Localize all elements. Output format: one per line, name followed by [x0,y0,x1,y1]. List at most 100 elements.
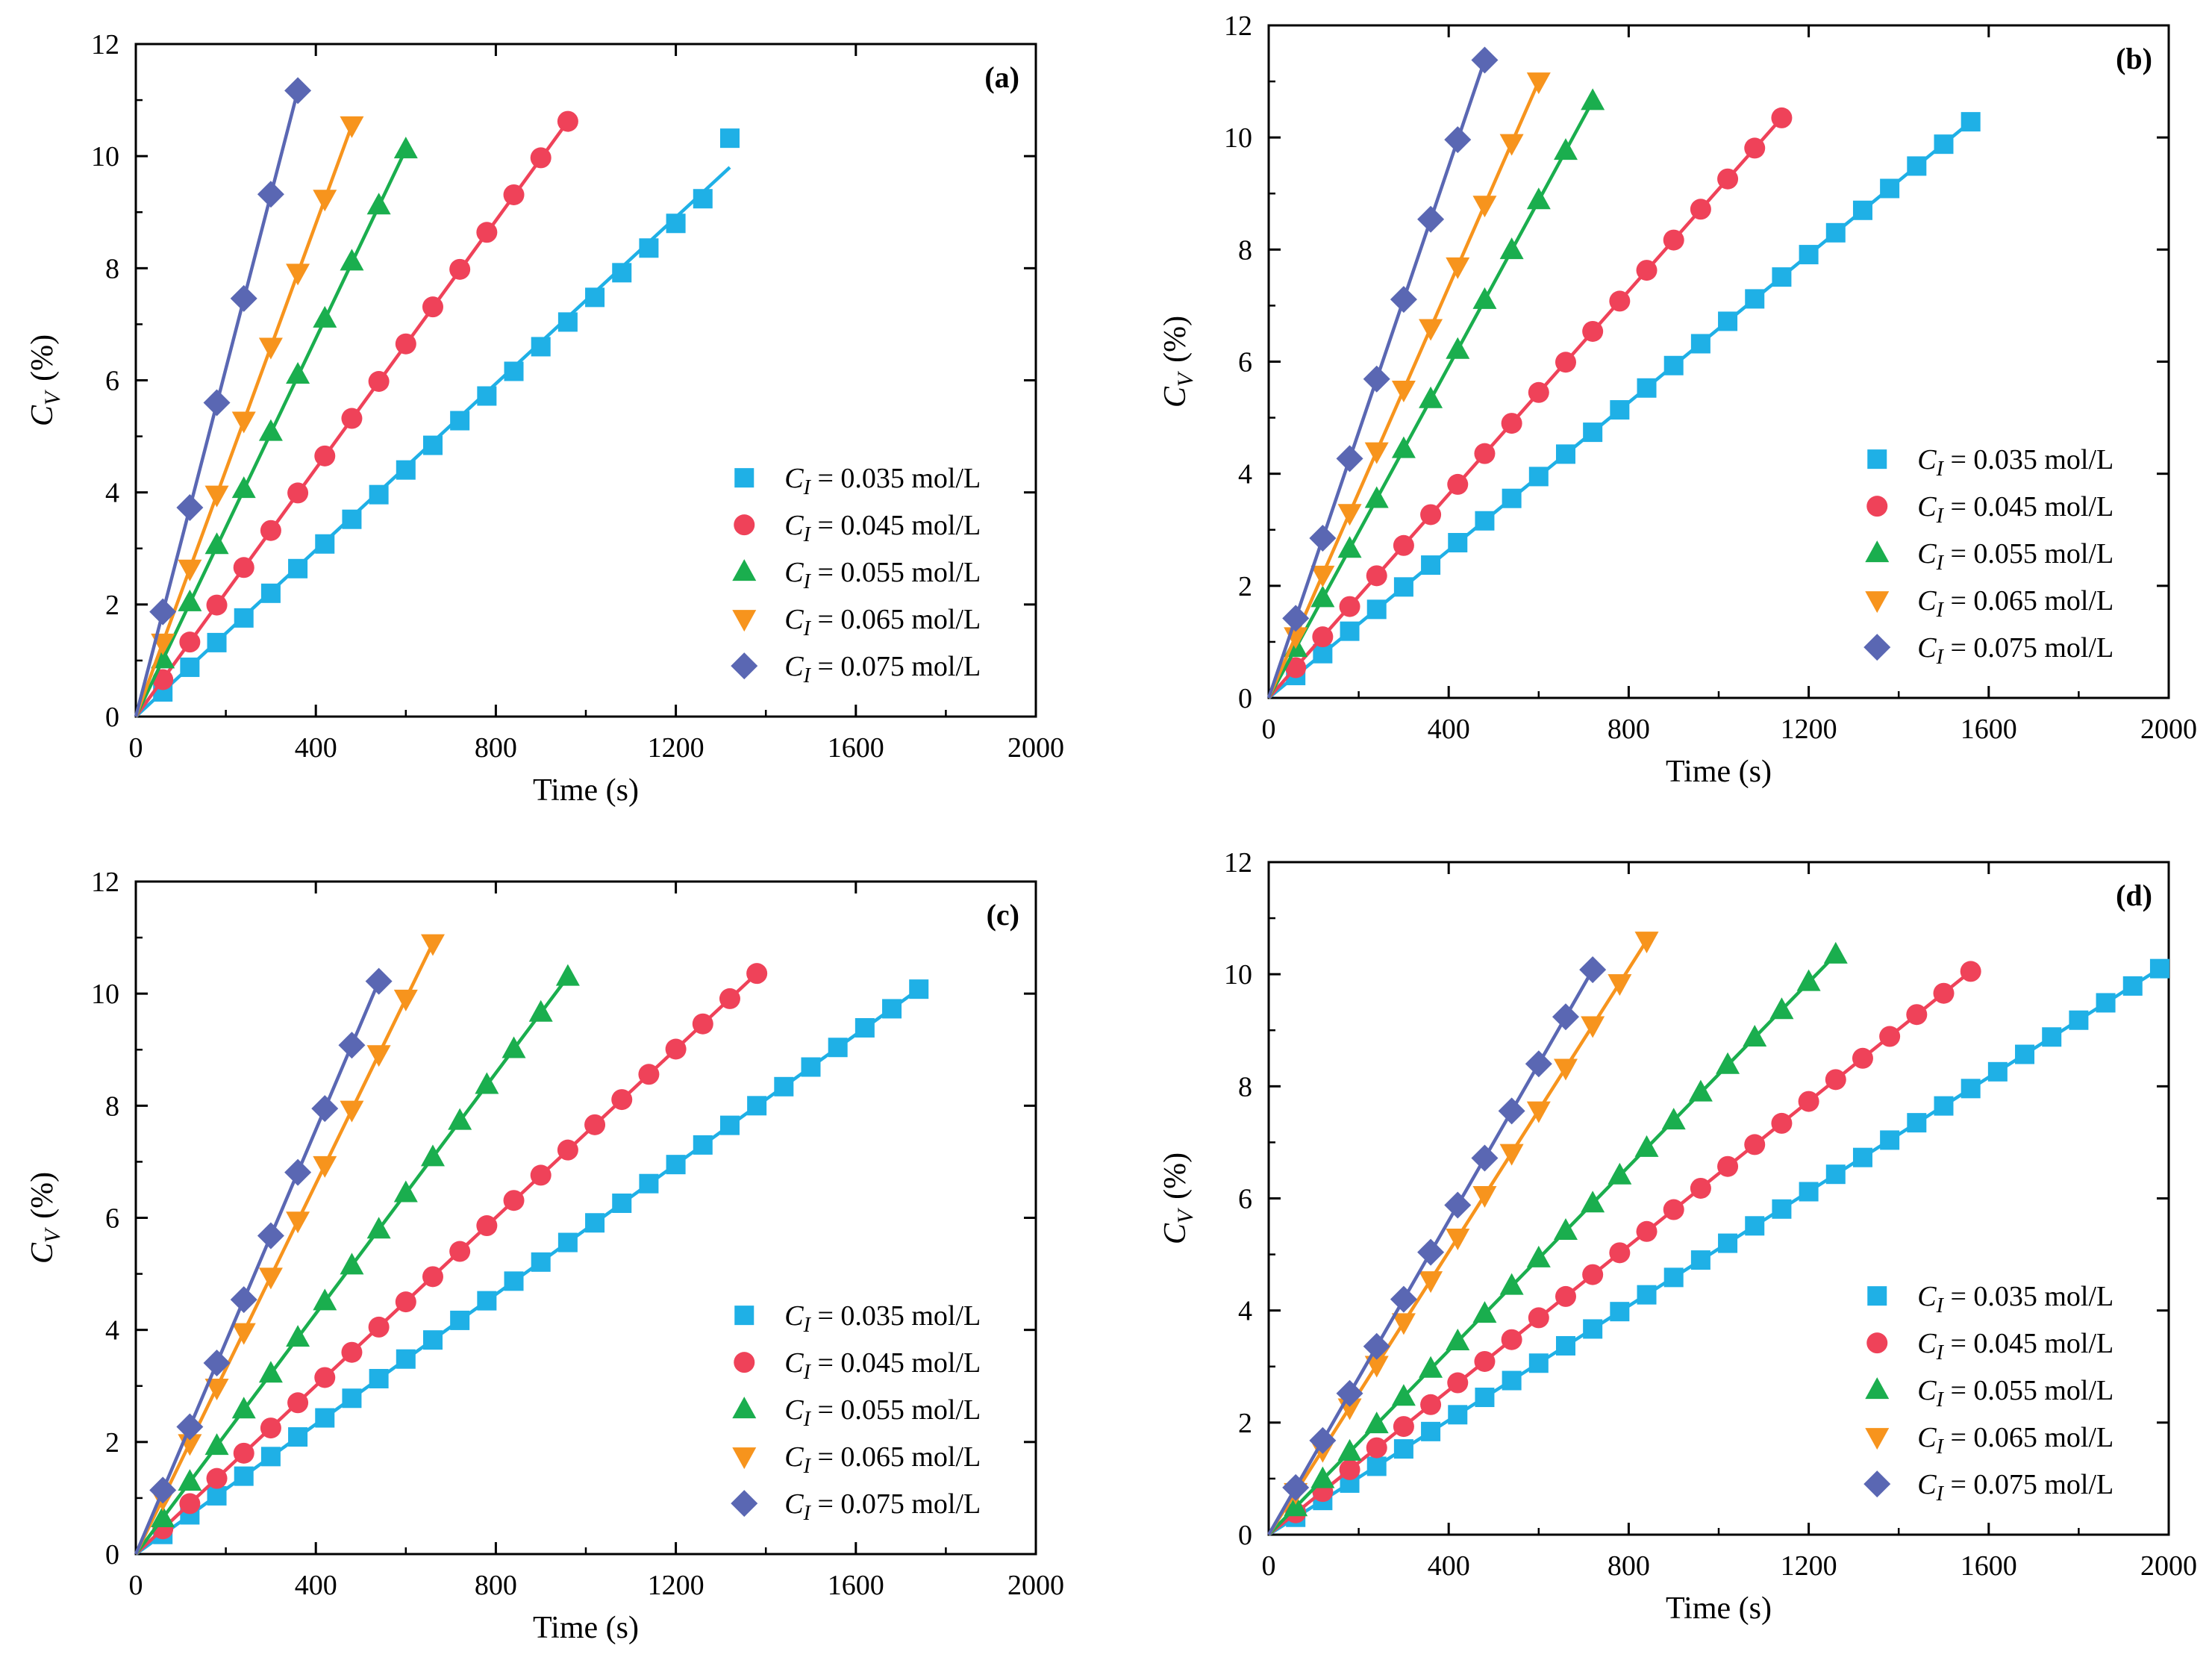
data-point [1744,1134,1766,1155]
data-point [1502,1370,1522,1391]
data-point [1961,1079,1981,1099]
x-tick-label: 800 [1608,714,1650,745]
y-axis-symbol: C [25,405,60,426]
legend-marker [734,1306,754,1326]
data-point [260,1447,281,1467]
x-tick-label: 0 [129,1570,143,1601]
legend-subscript: I [1936,1388,1945,1412]
legend-label: = 0.075 mol/L [1943,632,2113,664]
data-point [1339,1459,1360,1480]
x-tick-label: 400 [1428,1550,1470,1582]
data-point [178,589,202,611]
y-tick-label: 8 [105,253,119,284]
data-point [1610,400,1630,420]
legend-subscript: I [1936,552,1945,575]
data-point [1690,1250,1710,1270]
data-point [260,520,281,541]
data-point [1446,1328,1470,1350]
data-point [1663,1267,1684,1288]
data-point [1718,1233,1738,1253]
data-point [1661,1108,1686,1130]
data-point [151,1505,175,1527]
legend-marker [731,1490,758,1518]
data-point [1364,442,1389,464]
legend-symbol: C [1917,1375,1937,1406]
y-tick-label: 10 [1224,959,1252,991]
x-tick-label: 400 [295,732,337,764]
data-point [450,1310,470,1330]
y-axis-symbol: C [1158,386,1193,408]
data-point [234,608,254,628]
data-point [1688,1079,1713,1102]
data-point [1690,1177,1711,1199]
data-point [1391,1384,1416,1406]
x-tick-label: 400 [295,1570,337,1601]
data-point [395,333,416,355]
legend-label: = 0.065 mol/L [810,1441,981,1473]
data-point [639,1173,659,1194]
legend-entry: CI = 0.065 mol/L [784,1441,981,1478]
legend-symbol: C [1917,538,1937,570]
data-point [1907,156,1927,176]
legend-marker [1863,634,1891,661]
y-tick-label: 6 [1238,1184,1252,1215]
legend-entry: CI = 0.075 mol/L [1917,1469,2113,1506]
legend-label: = 0.075 mol/L [1943,1469,2113,1500]
y-axis-title: CV (%) [1158,316,1198,408]
legend-entry: CI = 0.065 mol/L [1917,585,2113,622]
data-point [719,128,740,149]
legend-symbol: C [1917,632,1937,664]
data-point [180,657,200,677]
legend-label: = 0.055 mol/L [810,557,981,588]
y-tick-label: 0 [105,1539,119,1570]
y-tick-label: 0 [1238,1520,1252,1551]
series-s045 [134,110,578,718]
data-point [1446,337,1470,359]
legend-subscript: I [803,1502,812,1525]
data-point [204,485,229,508]
data-point [1933,982,1955,1004]
legend-label: = 0.035 mol/L [1943,444,2113,475]
data-point [1472,1185,1497,1208]
data-point [204,1433,229,1456]
data-point [1825,1069,1846,1091]
series-s055 [134,137,418,717]
data-point [1475,511,1495,531]
data-point [1553,1218,1578,1241]
data-point [1772,267,1792,287]
data-point [231,1397,256,1419]
x-tick-label: 800 [1608,1550,1650,1582]
data-point [449,1241,471,1262]
data-point [311,1095,339,1123]
y-tick-label: 12 [91,29,119,60]
data-point [1852,1047,1873,1069]
x-tick-label: 2000 [2140,1550,2197,1582]
data-point [2042,1027,2062,1047]
data-point [1501,1329,1522,1350]
data-point [204,1379,229,1401]
legend-entry: CI = 0.055 mol/L [784,1394,981,1431]
data-point [638,1064,660,1085]
data-point [1555,1285,1576,1307]
data-point [1796,969,1821,991]
data-point [420,934,445,956]
legend-entry: CI = 0.075 mol/L [784,1488,981,1525]
data-point [284,77,312,105]
data-point [1934,134,1954,155]
data-point [1634,1135,1659,1157]
data-point [1499,237,1524,260]
y-tick-label: 6 [105,366,119,397]
legend-marker [732,559,757,581]
legend-symbol: C [784,1488,804,1520]
data-point [1526,187,1551,210]
data-point [149,1476,177,1504]
data-point [1448,1405,1468,1425]
data-point [366,1217,391,1239]
x-tick-label: 0 [1262,1550,1276,1582]
data-point [1391,1313,1416,1335]
data-point [422,1266,443,1288]
legend-label: = 0.065 mol/L [810,604,981,635]
data-point [342,1388,362,1409]
legend-marker [1867,1286,1887,1306]
